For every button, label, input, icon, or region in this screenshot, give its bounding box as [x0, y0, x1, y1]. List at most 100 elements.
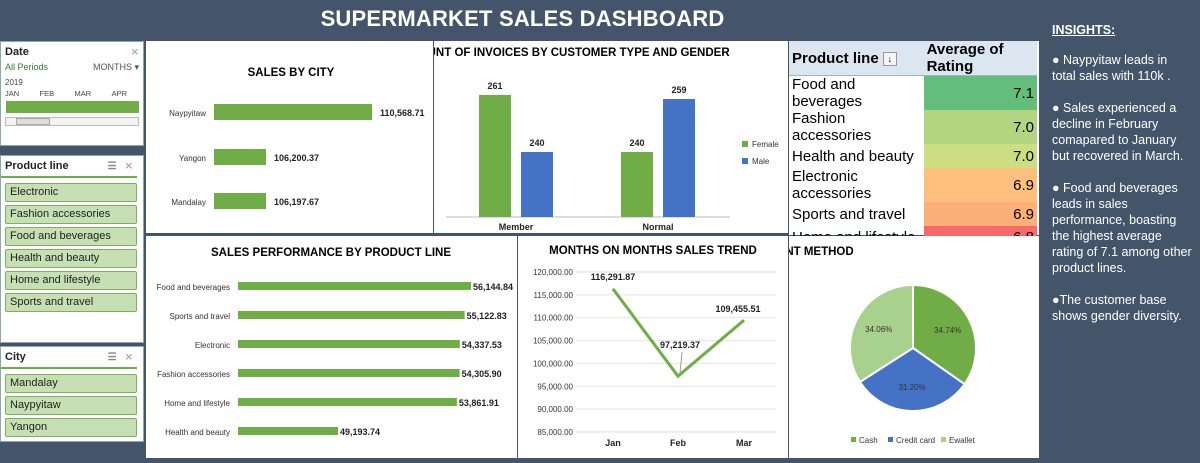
rating-row: Electronic accessories 6.9	[789, 168, 1037, 202]
clear-filter-icon[interactable]: ⨯	[130, 46, 139, 58]
slicer-item[interactable]: Mandalay	[5, 374, 137, 393]
product-label: Food and beverages	[157, 283, 230, 292]
product-bar	[238, 340, 460, 348]
product-line-performance-chart[interactable]: SALES PERFORMANCE BY PRODUCT LINE Food an…	[146, 236, 517, 458]
sales-by-city-chart[interactable]: SALES BY CITY Naypyitaw 110,568.71 Yangon 10…	[146, 41, 433, 233]
product-value-label: 56,144.84	[473, 282, 513, 292]
date-year: 2019	[5, 78, 23, 87]
category-label: Normal	[642, 222, 673, 232]
product-line-slicer[interactable]: Product line ☰ ⨯ Electronic Fashion access…	[0, 155, 144, 343]
slicer-item[interactable]: Electronic	[5, 183, 137, 202]
city-slicer-label: City	[5, 351, 26, 363]
date-unit-dropdown[interactable]: MONTHS ▾	[92, 62, 139, 72]
rating-product: Health and beauty	[792, 147, 914, 165]
insights-heading: INSIGHTS:	[1052, 23, 1116, 37]
timeline-bar[interactable]	[5, 101, 139, 113]
legend-swatch	[851, 437, 856, 442]
trend-value-label: 116,291.87	[591, 272, 636, 282]
multi-select-icon[interactable]: ☰	[107, 160, 117, 172]
city-bar	[214, 193, 266, 209]
dashboard-title: SUPERMARKET SALES DASHBOARD	[320, 6, 725, 31]
rating-product: Electronic accessories	[792, 168, 872, 202]
month-labels: JAN FEB MAR APR	[1, 89, 143, 98]
invoice-value-label: 240	[529, 138, 544, 148]
monthly-sales-trend-chart[interactable]: MONTHS ON MONTHS SALES TREND 120,000.00 11…	[518, 236, 788, 458]
y-tick-label: 100,000.00	[533, 359, 574, 368]
sort-filter-icon[interactable]: ↓	[882, 51, 897, 66]
chart-title: MONTHS ON MONTHS SALES TREND	[549, 245, 757, 257]
legend-label: Male	[752, 157, 770, 166]
product-value-label: 49,193.74	[340, 427, 380, 437]
y-tick-label: 110,000.00	[534, 314, 574, 323]
product-label: Sports and travel	[170, 312, 231, 321]
city-value-label: 110,568.71	[380, 108, 425, 118]
y-tick-label: 115,000.00	[534, 291, 574, 300]
pie-slice	[858, 346, 966, 412]
legend-label: Ewallet	[949, 436, 976, 445]
date-period[interactable]: All Periods	[5, 62, 49, 72]
rating-value: 6.9	[923, 202, 1037, 226]
pie-value-label: 34.74%	[934, 326, 961, 335]
rating-value: 7.0	[923, 144, 1037, 168]
product-value-label: 54,305.90	[462, 369, 502, 379]
product-label: Health and beauty	[165, 428, 230, 437]
invoice-bar	[521, 152, 553, 217]
invoice-value-label: 259	[671, 85, 686, 95]
legend-label: Cash	[859, 436, 878, 445]
legend-swatch	[742, 141, 748, 147]
chart-title: SALES BY CITY	[248, 67, 335, 79]
rating-header-value: Average of Rating	[923, 41, 1037, 76]
city-bar	[214, 149, 266, 165]
pie-value-label: 31.20%	[899, 383, 926, 392]
city-label: Mandalay	[171, 198, 206, 207]
date-slicer-label: Date	[5, 46, 29, 58]
rating-product: Fashion accessories	[792, 110, 872, 144]
rating-row: Food and beverages 7.1	[789, 75, 1037, 110]
product-label: Fashion accessories	[157, 370, 230, 379]
chart-title: SALES PERFORMANCE BY PRODUCT LINE	[211, 247, 451, 259]
product-bar	[238, 311, 465, 319]
product-value-label: 53,861.91	[459, 398, 499, 408]
x-tick-label: Feb	[670, 438, 687, 448]
month-label[interactable]: JAN	[5, 89, 20, 98]
slicer-item[interactable]: Fashion accessories	[5, 205, 137, 224]
rating-value: 7.0	[923, 110, 1037, 144]
invoice-bar	[663, 99, 695, 217]
rating-header-product[interactable]: Product line ↓	[789, 41, 924, 76]
city-slicer[interactable]: City ☰ ⨯ Mandalay Naypyitaw Yangon	[0, 346, 144, 442]
slicer-item[interactable]: Yangon	[5, 418, 137, 437]
product-value-label: 55,122.83	[467, 311, 507, 321]
legend-swatch	[888, 437, 893, 442]
month-label[interactable]: APR	[111, 89, 127, 98]
invoice-value-label: 261	[487, 81, 502, 91]
rating-row: Sports and travel 6.9	[789, 202, 1037, 226]
city-value-label: 106,200.37	[274, 153, 319, 163]
pie-slice	[912, 283, 977, 386]
timeline-scrollbar[interactable]	[5, 117, 139, 126]
clear-filter-icon[interactable]: ⨯	[124, 351, 133, 363]
trend-value-label: 97,219.37	[660, 340, 700, 350]
x-tick-label: Jan	[605, 438, 621, 448]
slicer-item[interactable]: Naypyitaw	[5, 396, 137, 415]
payment-method-chart[interactable]: PAYMENT METHOD 34.74% 31.20% 34.06% Cash Cred…	[746, 236, 1039, 458]
month-label[interactable]: MAR	[74, 89, 92, 98]
invoice-bar	[621, 152, 653, 217]
insight-1: ● Naypyitaw leads in total sales with 11…	[1052, 53, 1171, 83]
x-tick-label: Mar	[736, 438, 753, 448]
slicer-item[interactable]: Health and beauty	[5, 249, 137, 268]
multi-select-icon[interactable]: ☰	[107, 351, 117, 363]
slicer-item[interactable]: Food and beverages	[5, 227, 137, 246]
invoice-count-chart[interactable]: COUNT OF INVOICES BY CUSTOMER TYPE AND G…	[410, 41, 788, 233]
insights-panel: INSIGHTS: ● Naypyitaw leads in total sal…	[1046, 0, 1200, 462]
month-label[interactable]: FEB	[39, 89, 55, 98]
pie-value-label: 34.06%	[865, 325, 892, 334]
legend-swatch	[742, 158, 748, 164]
slicer-item[interactable]: Home and lifestyle	[5, 271, 137, 290]
date-slicer[interactable]: Date ⨯ All Periods MONTHS ▾ 2019 JAN FEB M…	[0, 41, 144, 146]
city-bar	[214, 104, 372, 120]
chart-title: PAYMENT METHOD	[789, 246, 854, 258]
rating-row: Fashion accessories 7.0	[789, 110, 1037, 144]
y-tick-label: 85,000.00	[537, 428, 573, 437]
slicer-item[interactable]: Sports and travel	[5, 293, 137, 312]
clear-filter-icon[interactable]: ⨯	[124, 160, 133, 172]
